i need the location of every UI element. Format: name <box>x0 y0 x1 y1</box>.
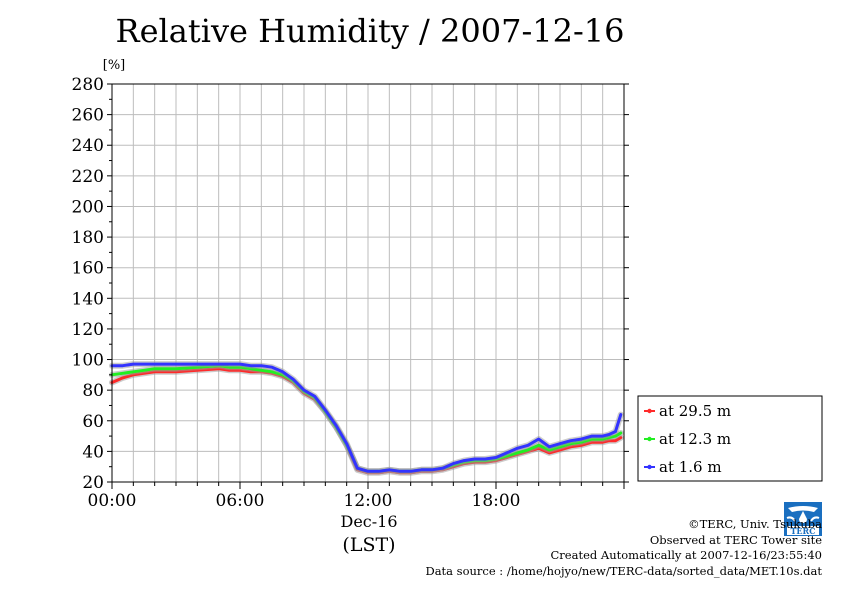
y-tick-label: 20 <box>82 473 104 493</box>
created-text: Created Automatically at 2007-12-16/23:5… <box>550 548 823 562</box>
y-tick-label: 80 <box>82 381 104 401</box>
grid-lines <box>112 84 624 482</box>
series-line-3 <box>110 362 623 473</box>
y-tick-label: 60 <box>82 412 104 432</box>
y-tick-label: 100 <box>72 351 104 371</box>
terc-logo: TERC <box>784 502 822 536</box>
x-tick-label: 18:00 <box>472 491 521 511</box>
legend-marker <box>647 408 652 414</box>
x-axis-ticks: 00:00 06:00 12:00 18:00 <box>88 482 625 511</box>
y-axis-unit-label: [%] <box>103 58 126 73</box>
y-tick-label: 260 <box>72 106 104 126</box>
y-axis-ticks: 20 40 60 80 100 120 140 160 180 200 220 240 260 280 <box>72 75 629 493</box>
y-tick-label: 40 <box>82 442 104 462</box>
source-text: Data source : /home/hojyo/new/TERC-data/… <box>425 563 822 578</box>
legend: at 29.5 m at 12.3 m at 1.6 m <box>637 395 823 482</box>
x-tick-label: 00:00 <box>88 491 137 511</box>
series-shadow <box>109 361 624 475</box>
y-tick-label: 200 <box>72 197 104 217</box>
legend-box <box>637 395 823 482</box>
series-line-2 <box>110 364 623 473</box>
y-tick-label: 140 <box>72 289 104 309</box>
legend-marker <box>647 464 652 470</box>
y-tick-label: 120 <box>72 320 104 340</box>
x-tick-label: 12:00 <box>344 491 393 511</box>
logo-text: TERC <box>790 526 815 536</box>
credits-block: ©TERC, Univ. Tsukuba Observed at TERC To… <box>425 517 822 579</box>
observed-text: Observed at TERC Tower site <box>649 532 822 547</box>
y-tick-label: 220 <box>72 167 104 187</box>
y-tick-label: 240 <box>72 136 104 156</box>
x-axis-label: (LST) <box>342 534 395 556</box>
series-shadow <box>109 362 624 475</box>
y-tick-label: 280 <box>72 75 104 95</box>
chart-title: Relative Humidity / 2007-12-16 <box>115 12 625 50</box>
y-tick-label: 160 <box>72 259 104 279</box>
x-tick-label: 06:00 <box>216 491 265 511</box>
x-axis-date-label: Dec-16 <box>340 512 397 531</box>
y-tick-label: 180 <box>72 228 104 248</box>
series-lines <box>109 361 624 476</box>
legend-label: at 1.6 m <box>659 458 722 476</box>
legend-label: at 29.5 m <box>659 402 731 420</box>
copyright-text: ©TERC, Univ. Tsukuba <box>688 517 822 531</box>
legend-marker <box>647 436 652 442</box>
legend-label: at 12.3 m <box>659 430 731 448</box>
